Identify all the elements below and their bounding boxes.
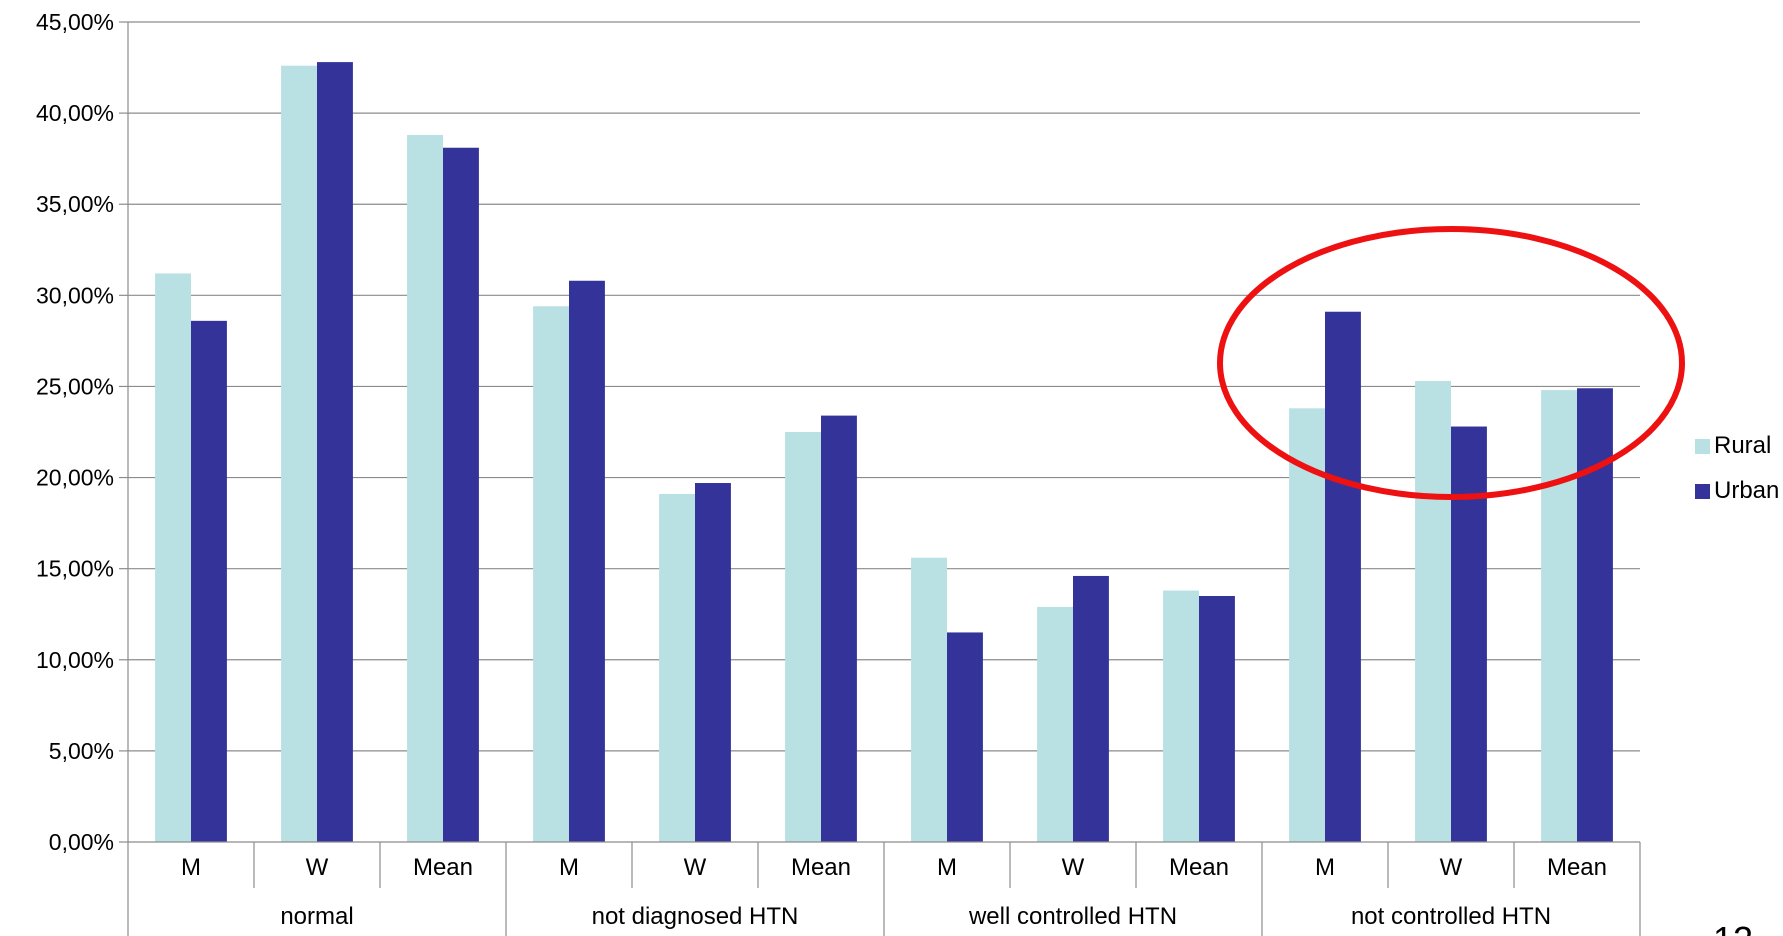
y-axis: 0,00% 5,00% 10,00% 15,00% 20,00% 25,00% 30,00%… bbox=[36, 9, 129, 855]
bar-urban bbox=[821, 415, 857, 842]
bar-rural bbox=[1289, 408, 1325, 842]
bar-rural bbox=[1037, 606, 1073, 842]
page-number: 12 bbox=[1713, 919, 1753, 936]
bar-urban bbox=[1199, 596, 1235, 842]
highlight-ellipse bbox=[1217, 226, 1685, 500]
legend-label-urban: Urban bbox=[1714, 477, 1779, 504]
bar-rural bbox=[407, 134, 443, 842]
x-group-label: not diagnosed HTN bbox=[592, 903, 799, 930]
x-category-label: Mean bbox=[791, 854, 851, 881]
bar-rural bbox=[1415, 380, 1451, 842]
bar-rural bbox=[659, 493, 695, 842]
bar-rural bbox=[155, 273, 191, 842]
bar-rural bbox=[911, 557, 947, 842]
legend-swatch-rural bbox=[1695, 439, 1710, 454]
x-category-label: Mean bbox=[1169, 854, 1229, 881]
bar-urban bbox=[1073, 575, 1109, 842]
x-category-label: W bbox=[684, 854, 707, 881]
legend: Rural Urban bbox=[1695, 432, 1779, 504]
x-group-label: well controlled HTN bbox=[968, 903, 1177, 930]
bar-urban bbox=[947, 632, 983, 842]
bar-rural bbox=[533, 306, 569, 842]
legend-swatch-urban bbox=[1695, 484, 1710, 499]
y-tick-label: 0,00% bbox=[49, 829, 114, 855]
y-tick-label: 25,00% bbox=[36, 373, 114, 399]
bar-urban bbox=[1451, 426, 1487, 842]
bar-urban bbox=[317, 62, 353, 843]
x-group-label: not controlled HTN bbox=[1351, 903, 1551, 930]
bar-urban bbox=[695, 483, 731, 842]
bar-urban bbox=[569, 280, 605, 842]
x-category-label: W bbox=[1062, 854, 1085, 881]
y-tick-label: 40,00% bbox=[36, 100, 114, 126]
bar-rural bbox=[785, 432, 821, 842]
x-axis: M W Mean M W Mean M W Mean M W Mean normal not diagno… bbox=[127, 841, 1641, 936]
x-category-label: Mean bbox=[1547, 854, 1607, 881]
y-tick-label: 10,00% bbox=[36, 647, 114, 673]
legend-label-rural: Rural bbox=[1714, 432, 1771, 459]
bar-urban bbox=[1577, 388, 1613, 842]
y-tick-label: 35,00% bbox=[36, 191, 114, 217]
bar-rural bbox=[1541, 390, 1577, 842]
x-category-label: M bbox=[1315, 854, 1335, 881]
y-tick-label: 20,00% bbox=[36, 465, 114, 491]
y-tick-label: 5,00% bbox=[49, 738, 114, 764]
y-tick-label: 15,00% bbox=[36, 556, 114, 582]
x-category-label: M bbox=[559, 854, 579, 881]
bar-urban bbox=[191, 320, 227, 842]
bar-rural bbox=[281, 65, 317, 842]
x-category-label: W bbox=[306, 854, 329, 881]
bars bbox=[155, 62, 1613, 843]
x-category-label: Mean bbox=[413, 854, 473, 881]
annotation bbox=[1217, 226, 1685, 500]
y-tick-label: 30,00% bbox=[36, 282, 114, 308]
x-category-label: M bbox=[937, 854, 957, 881]
bar-rural bbox=[1163, 590, 1199, 842]
bar-urban bbox=[1325, 311, 1361, 842]
bar-urban bbox=[443, 147, 479, 842]
x-category-label: W bbox=[1440, 854, 1463, 881]
x-group-label: normal bbox=[280, 903, 353, 930]
x-category-label: M bbox=[181, 854, 201, 881]
gridlines bbox=[128, 21, 1640, 752]
y-tick-label: 45,00% bbox=[36, 9, 114, 35]
